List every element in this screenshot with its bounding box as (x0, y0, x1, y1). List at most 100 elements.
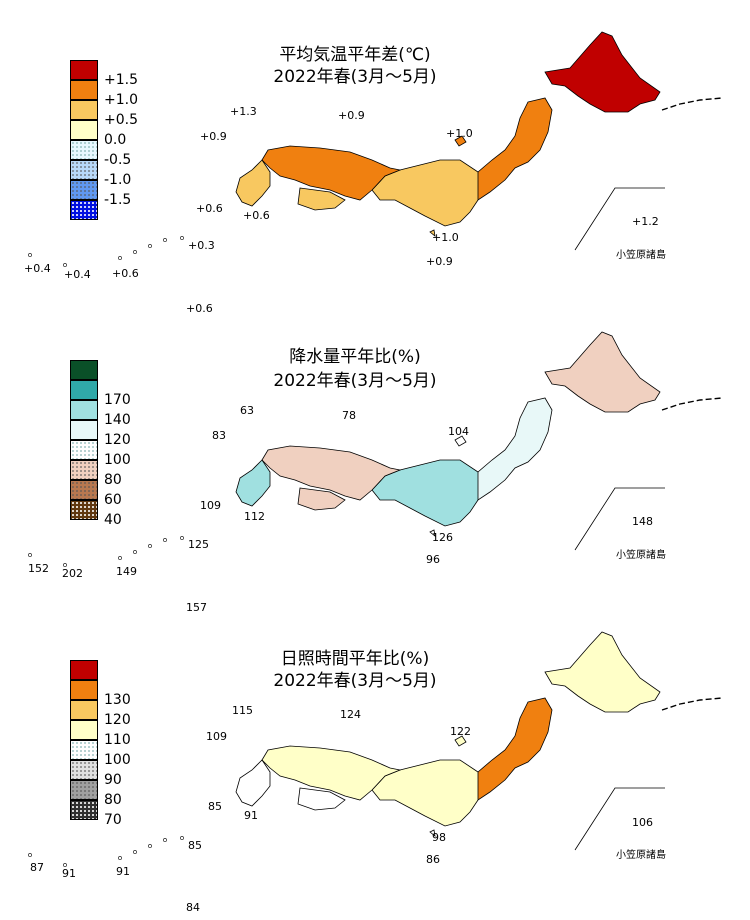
region-izu (429, 829, 436, 837)
station-value: 109 (206, 730, 227, 743)
legend-label: 80 (104, 792, 122, 808)
island-marker (63, 263, 67, 267)
station-value: 106 (632, 816, 653, 829)
panel-subtitle: 2022年春(3月～5月) (273, 67, 437, 87)
station-value: +1.0 (432, 231, 459, 244)
legend-swatch (70, 360, 98, 380)
legend-swatch (70, 740, 98, 760)
japan-map (28, 331, 723, 567)
legend-label: 130 (104, 692, 131, 708)
station-value: 84 (186, 901, 200, 914)
legend-swatch (70, 80, 98, 100)
panel-title: 平均気温平年差(℃) (279, 45, 431, 65)
island-marker (148, 844, 152, 848)
kuril-islands (661, 697, 723, 711)
island-marker (180, 236, 184, 240)
legend-swatch (70, 140, 98, 160)
island-marker (163, 538, 167, 542)
region-shikoku (297, 787, 346, 811)
legend-swatch (70, 700, 98, 720)
kuril-islands (661, 397, 723, 411)
island-marker (133, 850, 137, 854)
station-value: 124 (340, 708, 361, 721)
island-marker (133, 550, 137, 554)
panel-title: 降水量平年比(%) (289, 347, 421, 367)
region-honshuN (469, 697, 553, 801)
station-value: 112 (244, 510, 265, 523)
island-marker (133, 250, 137, 254)
island-marker (28, 853, 32, 857)
station-value: +0.6 (186, 302, 213, 315)
region-honshuC (371, 159, 479, 227)
island-marker (28, 553, 32, 557)
island-marker (148, 544, 152, 548)
region-sado (454, 735, 467, 747)
japan-map (28, 31, 723, 267)
island-marker (118, 556, 122, 560)
legend-swatch (70, 380, 98, 400)
legend-swatch (70, 780, 98, 800)
station-value: +0.6 (196, 202, 223, 215)
station-value: 63 (240, 404, 254, 417)
region-hokkaido (544, 331, 661, 413)
island-marker (118, 256, 122, 260)
station-value: +0.9 (200, 130, 227, 143)
station-value: 83 (212, 429, 226, 442)
station-value: +0.9 (426, 255, 453, 268)
station-value: 157 (186, 601, 207, 614)
station-value: 148 (632, 515, 653, 528)
legend-label: 120 (104, 712, 131, 728)
island-marker (163, 238, 167, 242)
legend-label: 80 (104, 472, 122, 488)
island-marker (180, 536, 184, 540)
legend-label: +1.0 (104, 92, 138, 108)
station-value: 98 (432, 831, 446, 844)
legend-swatch (70, 100, 98, 120)
legend-swatch (70, 440, 98, 460)
station-value: 86 (426, 853, 440, 866)
legend-label: +0.5 (104, 112, 138, 128)
legend-label: -0.5 (104, 152, 132, 168)
region-honshuC (371, 759, 479, 827)
region-izu (429, 229, 436, 237)
legend-label: +1.5 (104, 72, 138, 88)
station-value: 122 (450, 725, 471, 738)
legend-swatch (70, 200, 98, 220)
bonin-islands-label: 小笠原諸島 (616, 550, 666, 561)
legend-swatch (70, 800, 98, 820)
station-value: 96 (426, 553, 440, 566)
region-sado (454, 135, 467, 147)
station-value: 91 (116, 865, 130, 878)
region-sado (454, 435, 467, 447)
precipitation-panel: 降水量平年比(%) 2022年春(3月～5月) 170 140 120 100 80 60… (0, 306, 750, 614)
island-marker (180, 836, 184, 840)
bonin-islands-label: 小笠原諸島 (616, 250, 666, 261)
station-value: 87 (30, 861, 44, 874)
island-marker (63, 563, 67, 567)
legend-label: -1.5 (104, 192, 132, 208)
region-hokkaido (544, 31, 661, 113)
legend-swatch (70, 460, 98, 480)
region-honshuW (261, 145, 402, 201)
region-hokkaido (544, 631, 661, 713)
legend-label: 60 (104, 492, 122, 508)
region-shikoku (297, 187, 346, 211)
station-value: 202 (62, 567, 83, 580)
legend-label: 170 (104, 392, 131, 408)
station-value: 152 (28, 562, 49, 575)
inset-border (574, 487, 665, 551)
station-value: +1.2 (632, 215, 659, 228)
island-marker (63, 863, 67, 867)
legend-label: 0.0 (104, 132, 127, 148)
station-value: +0.3 (188, 239, 215, 252)
station-value: 104 (448, 425, 469, 438)
legend-label: -1.0 (104, 172, 132, 188)
region-izu (429, 529, 436, 537)
legend-swatch (70, 420, 98, 440)
station-value: 149 (116, 565, 137, 578)
region-shikoku (297, 487, 346, 511)
station-value: 85 (188, 839, 202, 852)
legend-swatch (70, 160, 98, 180)
panel-subtitle: 2022年春(3月～5月) (273, 371, 437, 391)
legend-swatch (70, 480, 98, 500)
